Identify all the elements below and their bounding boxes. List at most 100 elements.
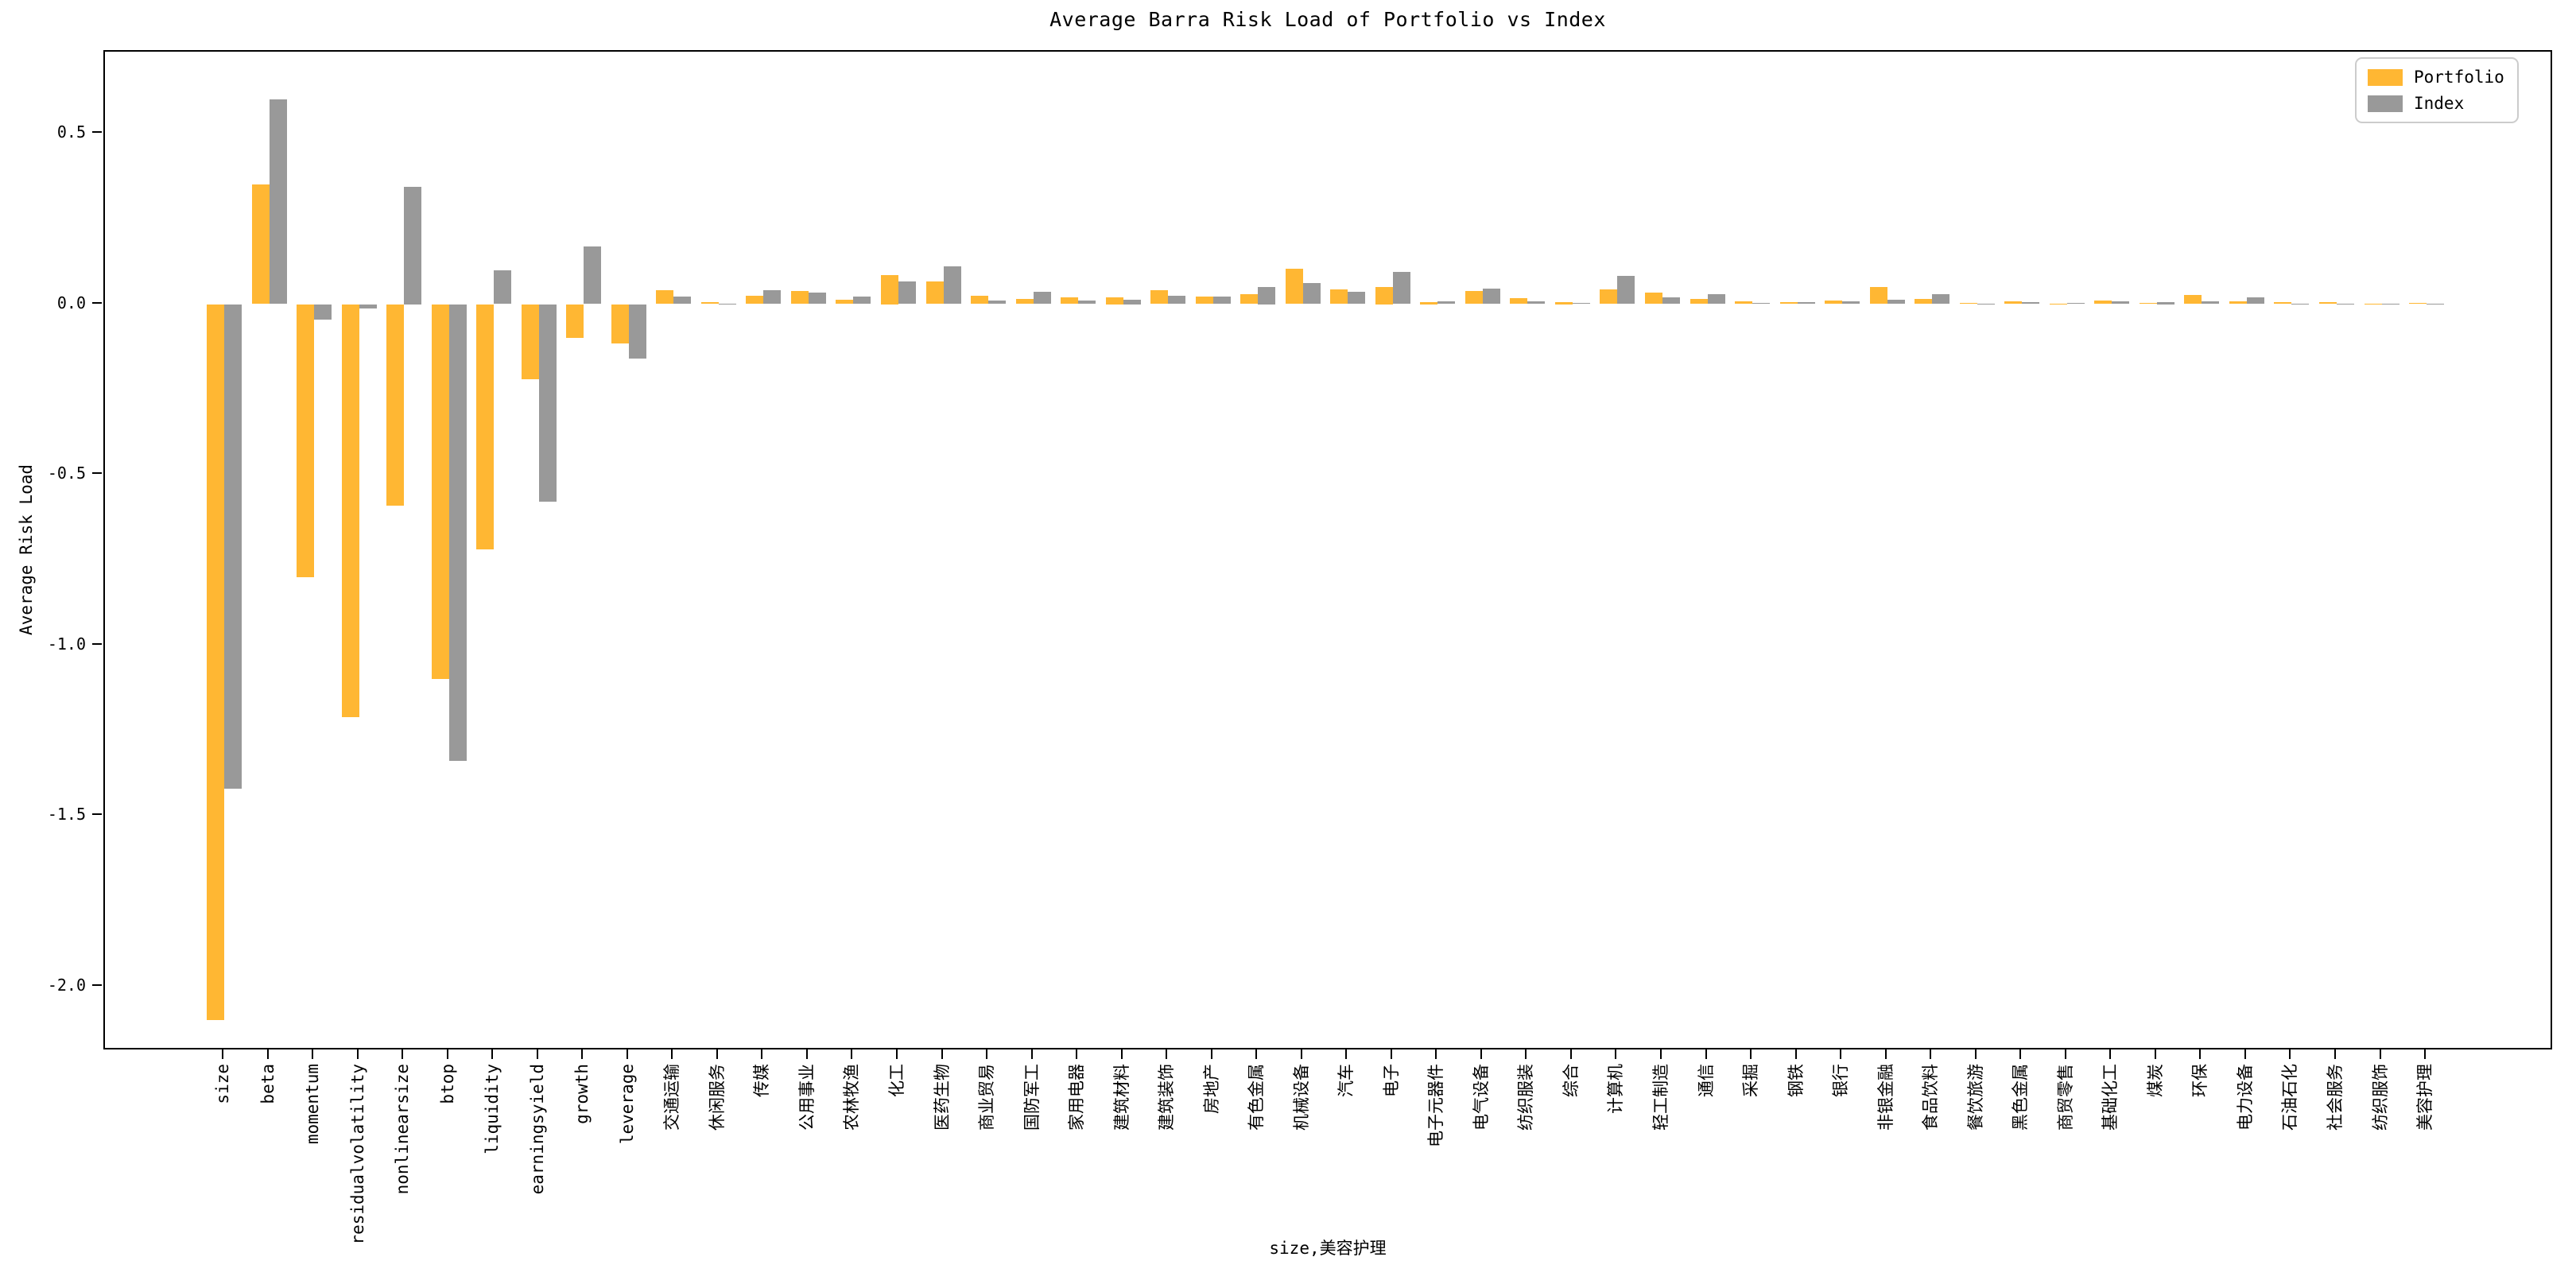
index-swatch	[2368, 95, 2403, 112]
x-tick-mark	[1166, 1049, 1168, 1059]
x-tick-mark	[2109, 1049, 2112, 1059]
y-axis-label: Average Risk Load	[17, 464, 36, 635]
x-tick-label-农林牧渔: 农林牧渔	[842, 1064, 862, 1131]
bar-portfolio-美容护理	[2409, 302, 2427, 305]
bar-index-美容护理	[2427, 304, 2444, 305]
portfolio-swatch	[2368, 68, 2403, 86]
x-tick-label-通信: 通信	[1696, 1064, 1716, 1097]
bar-portfolio-煤炭	[2139, 303, 2157, 305]
bar-portfolio-growth	[566, 304, 584, 339]
bar-portfolio-轻工制造	[1645, 293, 1662, 305]
x-tick-label-传媒: 传媒	[752, 1064, 772, 1097]
bar-index-综合	[1572, 303, 1590, 305]
bar-index-btop	[448, 304, 467, 762]
bar-index-size	[224, 304, 242, 789]
x-tick-label-growth: growth	[572, 1064, 592, 1124]
bar-portfolio-交通运输	[656, 290, 674, 305]
bar-portfolio-电子元器件	[1420, 301, 1438, 305]
bar-index-公用事业	[808, 292, 826, 305]
x-tick-mark	[402, 1049, 404, 1059]
bar-portfolio-环保	[2184, 295, 2202, 305]
legend-item-index: Index	[2368, 94, 2504, 113]
x-tick-label-纺织服装: 纺织服装	[1516, 1064, 1536, 1131]
x-tick-label-leverage: leverage	[617, 1064, 637, 1145]
x-tick-mark	[2019, 1049, 2022, 1059]
bar-portfolio-电子	[1375, 287, 1393, 305]
bar-index-通信	[1707, 293, 1725, 305]
x-tick-label-电子元器件: 电子元器件	[1426, 1064, 1446, 1147]
bar-portfolio-beta	[251, 184, 270, 305]
x-tick-label-医药生物: 医药生物	[932, 1064, 952, 1131]
y-tick-label: -2.0	[47, 975, 86, 995]
x-tick-label-石油石化: 石油石化	[2280, 1064, 2300, 1131]
x-tick-label-电气设备: 电气设备	[1471, 1064, 1491, 1131]
x-tick-label-公用事业: 公用事业	[797, 1064, 817, 1131]
bar-index-建筑装饰	[1168, 296, 1186, 305]
x-tick-label-家用电器: 家用电器	[1067, 1064, 1087, 1131]
x-tick-label-电子: 电子	[1381, 1064, 1401, 1097]
bar-index-银行	[1842, 301, 1860, 305]
bar-portfolio-餐饮旅游	[1959, 303, 1977, 305]
bar-index-轻工制造	[1662, 297, 1680, 305]
x-tick-label-商业贸易: 商业贸易	[977, 1064, 996, 1131]
bar-portfolio-钢铁	[1779, 301, 1798, 305]
bar-index-电子	[1392, 272, 1410, 305]
bar-index-汽车	[1348, 292, 1366, 305]
x-tick-mark	[1794, 1049, 1797, 1059]
bar-portfolio-休闲服务	[700, 301, 719, 305]
x-tick-mark	[1076, 1049, 1078, 1059]
x-tick-label-食品饮料: 食品饮料	[1921, 1064, 1941, 1131]
y-tick-mark	[92, 472, 102, 474]
bar-index-leverage	[628, 304, 646, 359]
bar-index-餐饮旅游	[1977, 304, 1995, 305]
x-tick-mark	[536, 1049, 538, 1059]
bar-index-农林牧渔	[853, 297, 871, 305]
bar-portfolio-化工	[881, 275, 898, 305]
x-tick-label-国防军工: 国防军工	[1022, 1064, 1042, 1131]
bar-index-有色金属	[1258, 287, 1276, 305]
y-tick-mark	[92, 131, 102, 133]
x-tick-label-采掘: 采掘	[1741, 1064, 1760, 1097]
bar-index-电气设备	[1482, 288, 1500, 305]
x-tick-mark	[671, 1049, 673, 1059]
x-tick-mark	[896, 1049, 898, 1059]
bar-portfolio-有色金属	[1240, 294, 1259, 305]
bar-portfolio-房地产	[1195, 296, 1213, 305]
x-tick-label-beta: beta	[258, 1064, 277, 1104]
bar-portfolio-纺织服装	[1510, 297, 1528, 305]
bar-portfolio-纺织服饰	[2364, 303, 2382, 305]
bar-index-采掘	[1752, 303, 1770, 305]
legend: Portfolio Index	[2355, 57, 2519, 123]
bar-index-环保	[2202, 301, 2220, 305]
bar-portfolio-size	[207, 304, 224, 1021]
x-tick-label-size: size	[213, 1064, 232, 1104]
bar-portfolio-社会服务	[2318, 302, 2337, 305]
y-tick-label: 0.0	[56, 293, 86, 312]
x-tick-mark	[1705, 1049, 1707, 1059]
x-tick-mark	[1030, 1049, 1033, 1059]
bar-index-医药生物	[943, 266, 961, 305]
x-tick-mark	[1884, 1049, 1887, 1059]
bar-index-电力设备	[2246, 297, 2264, 305]
x-tick-mark	[581, 1049, 584, 1059]
bar-portfolio-leverage	[611, 304, 629, 343]
x-tick-mark	[2379, 1049, 2381, 1059]
x-tick-mark	[2424, 1049, 2426, 1059]
x-tick-label-黑色金属: 黑色金属	[2011, 1064, 2031, 1131]
bar-index-食品饮料	[1932, 294, 1950, 305]
bar-portfolio-基础化工	[2094, 300, 2112, 305]
bar-index-momentum	[314, 304, 332, 320]
x-tick-mark	[1615, 1049, 1617, 1059]
x-tick-label-化工: 化工	[887, 1064, 906, 1097]
bar-index-国防军工	[1033, 292, 1051, 305]
legend-item-portfolio: Portfolio	[2368, 68, 2504, 87]
plot-area	[103, 50, 2552, 1049]
bar-index-休闲服务	[718, 303, 736, 305]
bar-index-机械设备	[1302, 283, 1321, 305]
x-tick-label-环保: 环保	[2190, 1064, 2210, 1097]
bar-index-石油石化	[2291, 303, 2310, 305]
bar-portfolio-黑色金属	[2004, 301, 2023, 305]
bar-portfolio-商业贸易	[971, 296, 988, 305]
bar-index-化工	[898, 281, 916, 305]
x-tick-mark	[2244, 1049, 2246, 1059]
